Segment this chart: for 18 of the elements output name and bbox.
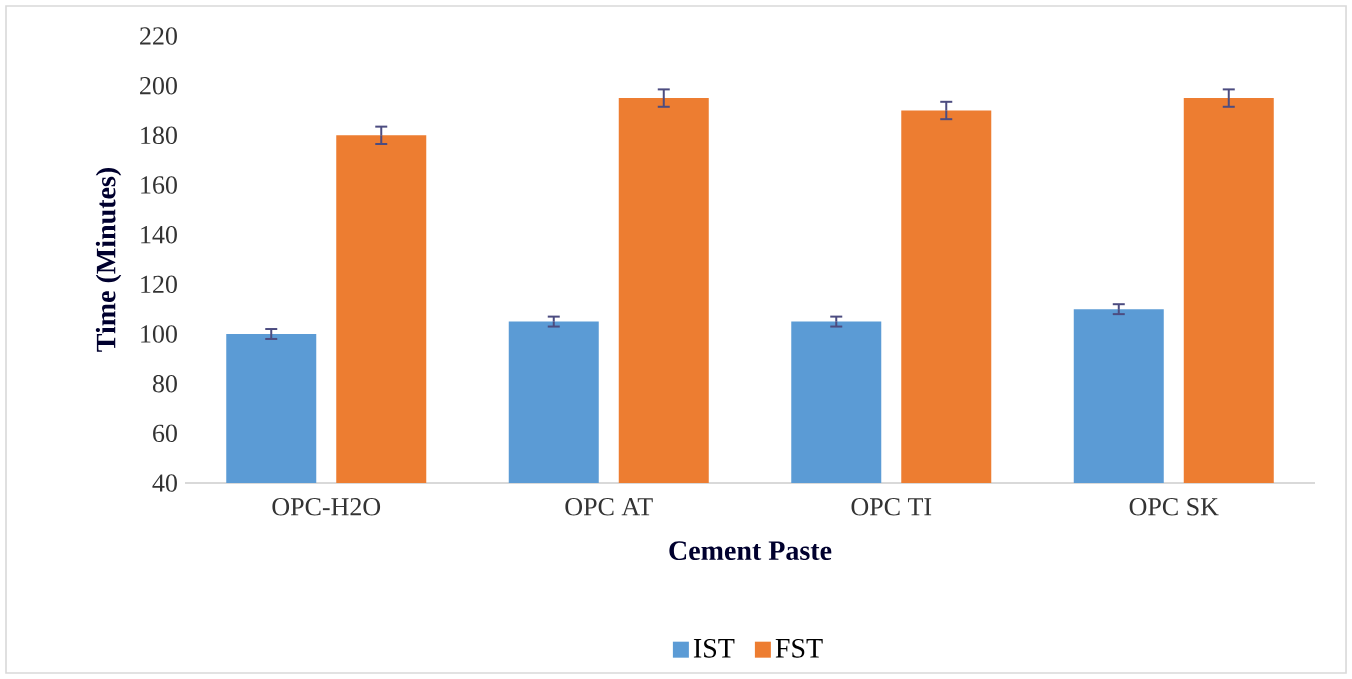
x-tick-label: OPC AT [565, 498, 653, 516]
y-tick-label: 40 [152, 474, 177, 492]
y-tick-label: 60 [153, 424, 177, 443]
x-tick-label: OPC-H2O [272, 498, 381, 516]
y-tick-label: 140 [141, 225, 177, 244]
y-axis-title: Time (Minutes) [95, 168, 122, 352]
x-tick-label: OPC TI [851, 498, 932, 516]
y-tick-label: 80 [152, 374, 177, 393]
x-tick-label: OPC SK [1129, 498, 1219, 516]
y-tick-label: 220 [140, 27, 177, 45]
y-tick-label: 160 [141, 176, 177, 194]
legend-label: FST [775, 638, 823, 658]
y-tick-label: 120 [141, 275, 177, 294]
y-tick-label: 100 [141, 325, 177, 343]
y-tick-label: 180 [141, 126, 177, 145]
y-tick-label: 200 [140, 76, 177, 95]
x-axis-title: Cement Paste [669, 541, 832, 561]
legend-label: IST [693, 638, 735, 658]
